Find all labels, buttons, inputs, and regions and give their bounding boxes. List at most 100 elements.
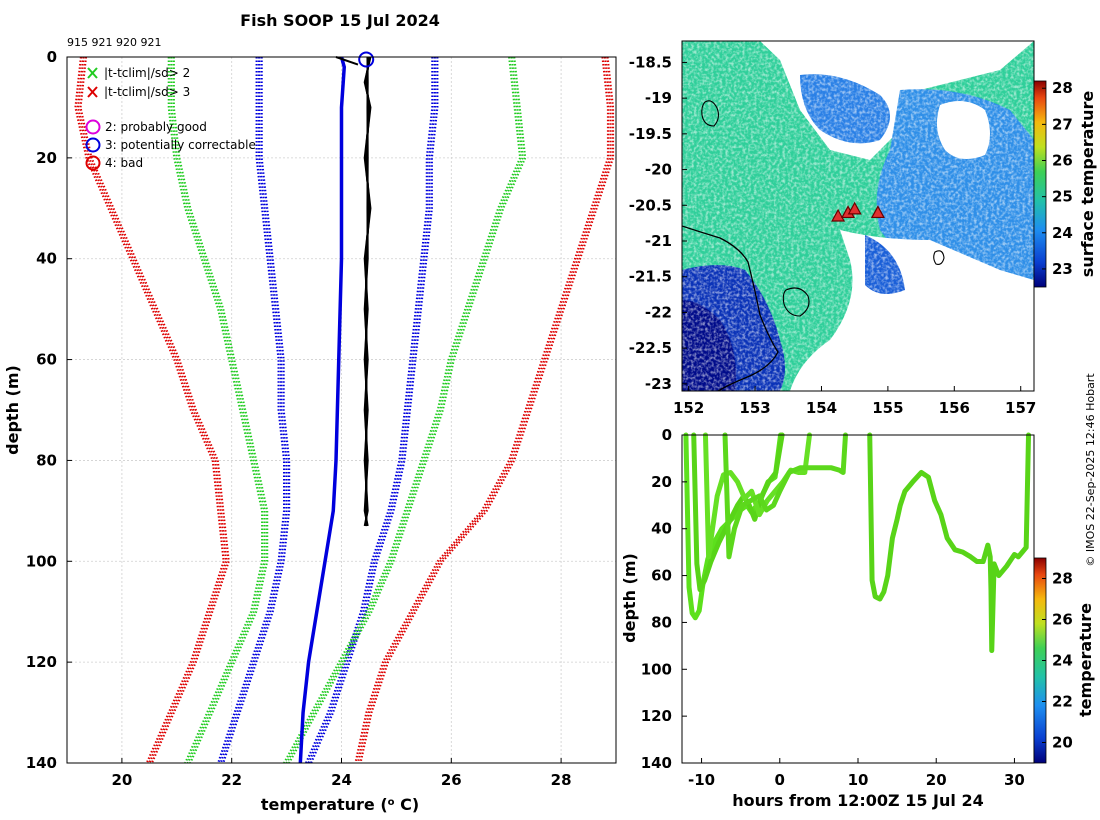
- section-xtick-label: 0: [775, 771, 785, 789]
- profile-subtitle: 915 921 920 921: [67, 36, 161, 49]
- profile-xtick-label: 24: [331, 771, 352, 789]
- section-track-line: [691, 432, 785, 593]
- section-track-line: [722, 432, 848, 560]
- map-ytick-label: -19.5: [629, 125, 672, 143]
- section-xlabel: hours from 12:00Z 15 Jul 24: [732, 791, 983, 810]
- map-cloud-speckle: [682, 41, 1034, 391]
- map-reef-outline-a: [701, 100, 720, 127]
- temp-colorbar-tick-label: 22: [1052, 693, 1073, 711]
- profile-legend: |t-tclim|/sd> 2 |t-tclim|/sd> 3 2: proba…: [85, 66, 256, 171]
- profile-xtick-label: 22: [221, 771, 242, 789]
- profile-xlabel-text: temperature (: [261, 795, 388, 814]
- profile-mean-line: [298, 56, 347, 764]
- profile-panel: Fish SOOP 15 Jul 2024 915 921 920 921 20…: [3, 11, 617, 814]
- profile-clim-line: [167, 57, 264, 764]
- map-ticks: 152 153 154 155 156 157 -18.5 -19 -19.5 -20 -20.5 -…: [629, 53, 1037, 417]
- map-xtick-label: 152: [673, 399, 704, 417]
- profile-ytick-label: 140: [26, 754, 57, 772]
- profile-clim-line: [307, 57, 436, 764]
- map-xtick-label: 153: [739, 399, 770, 417]
- profile-obs-surface-hook: [335, 56, 359, 66]
- temp-colorbar-tick-label: 24: [1052, 652, 1073, 670]
- sst-colorbar-tick-label: 27: [1052, 115, 1073, 133]
- profile-clim-line: [76, 56, 228, 764]
- profile-clim-line: [359, 56, 615, 764]
- sst-colorbar-tick-label: 23: [1052, 260, 1073, 278]
- sst-colorbar-tick-label: 25: [1052, 188, 1073, 206]
- section-ytick-label: 40: [651, 520, 672, 538]
- map-station-triangle: [831, 208, 846, 222]
- profile-ytick-label: 100: [26, 552, 57, 570]
- section-ytick-label: 140: [641, 754, 672, 772]
- section-xtick-label: 20: [926, 771, 947, 789]
- profile-xlabel-degree: o: [388, 797, 395, 808]
- profile-clim-line: [310, 57, 439, 764]
- profile-flag-circle: [358, 51, 375, 68]
- map-ytick-label: -22: [645, 303, 672, 321]
- map-reef-outline-c: [933, 250, 945, 265]
- section-ticks: -10 0 10 20 30 0 20 40 60 80 100 120 140: [641, 426, 1025, 789]
- profile-clim-line: [288, 56, 527, 764]
- profile-xlabel-unit: C): [395, 795, 420, 814]
- profile-clim-line: [172, 57, 269, 764]
- profile-ytick-label: 80: [36, 451, 57, 469]
- profile-obs-line: [363, 56, 372, 527]
- profile-clim-line: [356, 56, 612, 764]
- legend-marker-circle-magenta: [85, 119, 101, 135]
- temp-colorbar-label: temperature: [1076, 603, 1095, 717]
- map-ytick-label: -22.5: [629, 339, 672, 357]
- legend-marker-circle-blue: [85, 137, 101, 153]
- map-coastline: [682, 225, 779, 391]
- legend-label-sd3: |t-tclim|/sd> 3: [104, 85, 190, 99]
- sst-colorbar-tick-label: 26: [1052, 152, 1073, 170]
- section-ytick-label: 80: [651, 613, 672, 631]
- sst-colorbar: [1033, 80, 1047, 288]
- profile-ticks: 20 22 24 26 28 0 20 40 60 80 100 120 140: [26, 48, 572, 789]
- profile-ylabel: depth (m): [3, 365, 22, 455]
- map-station-triangle: [870, 205, 885, 219]
- profile-clim-line: [219, 57, 288, 764]
- legend-marker-x-green: [87, 67, 98, 79]
- section-ylabel: depth (m): [620, 553, 639, 643]
- map-ytick-label: -23: [645, 375, 672, 393]
- map-station-triangle: [847, 201, 862, 215]
- map-xtick-label: 155: [872, 399, 903, 417]
- profile-clim-line: [170, 57, 266, 764]
- profile-title: Fish SOOP 15 Jul 2024: [240, 11, 440, 30]
- map-stations: [831, 201, 885, 222]
- section-background: [682, 435, 1034, 763]
- profile-ytick-label: 40: [36, 250, 57, 268]
- profile-xtick-label: 20: [111, 771, 132, 789]
- sst-colorbar-label: surface temperature: [1078, 91, 1097, 278]
- profile-ytick-label: 0: [47, 48, 57, 66]
- section-ytick-label: 60: [651, 567, 672, 585]
- profile-clim-line: [354, 56, 610, 764]
- section-track-line: [867, 432, 1032, 654]
- section-xtick-label: 30: [1004, 771, 1025, 789]
- map-xtick-label: 157: [1005, 399, 1036, 417]
- map-ytick-label: -18.5: [629, 53, 672, 71]
- credit-text: © IMOS 22-Sep-2025 12:46 Hobart: [1084, 373, 1097, 567]
- map-xtick-label: 154: [806, 399, 837, 417]
- profile-clim-line: [79, 56, 230, 764]
- map-field: [682, 41, 1034, 391]
- section-ytick-label: 100: [641, 660, 672, 678]
- section-xtick-label: 10: [848, 771, 869, 789]
- section-ytick-label: 20: [651, 473, 672, 491]
- legend-marker-circle-red: [85, 155, 101, 171]
- map-ytick-label: -19: [645, 89, 672, 107]
- map-ytick-label: -21.5: [629, 268, 672, 286]
- temp-colorbar-tick-label: 28: [1052, 570, 1073, 588]
- map-ytick-label: -20: [645, 161, 672, 179]
- profile-series: [74, 51, 615, 764]
- profile-ytick-label: 20: [36, 149, 57, 167]
- map-panel: 152 153 154 155 156 157 -18.5 -19 -19.5 -20 -20.5 -…: [629, 40, 1097, 417]
- legend-label-flag3: 3: potentially correctable: [105, 138, 256, 152]
- map-ytick-label: -20.5: [629, 196, 672, 214]
- profile-ytick-label: 60: [36, 351, 57, 369]
- profile-ytick-label: 120: [26, 653, 57, 671]
- legend-marker-x-red: [87, 86, 98, 98]
- map-ytick-label: -21: [645, 232, 672, 250]
- profile-clim-line: [305, 57, 434, 764]
